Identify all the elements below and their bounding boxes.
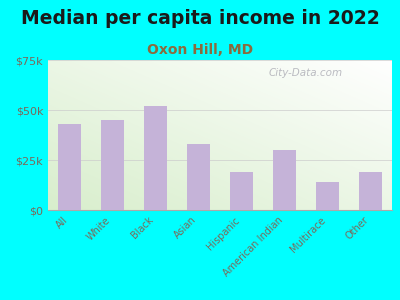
Bar bbox=[144, 106, 167, 210]
Bar bbox=[359, 172, 382, 210]
Bar bbox=[187, 144, 210, 210]
Bar bbox=[101, 120, 124, 210]
Bar bbox=[316, 182, 339, 210]
Bar bbox=[230, 172, 253, 210]
Bar bbox=[58, 124, 81, 210]
Text: Oxon Hill, MD: Oxon Hill, MD bbox=[147, 44, 253, 58]
Bar bbox=[273, 150, 296, 210]
Text: City-Data.com: City-Data.com bbox=[269, 68, 343, 77]
Text: Median per capita income in 2022: Median per capita income in 2022 bbox=[21, 9, 379, 28]
